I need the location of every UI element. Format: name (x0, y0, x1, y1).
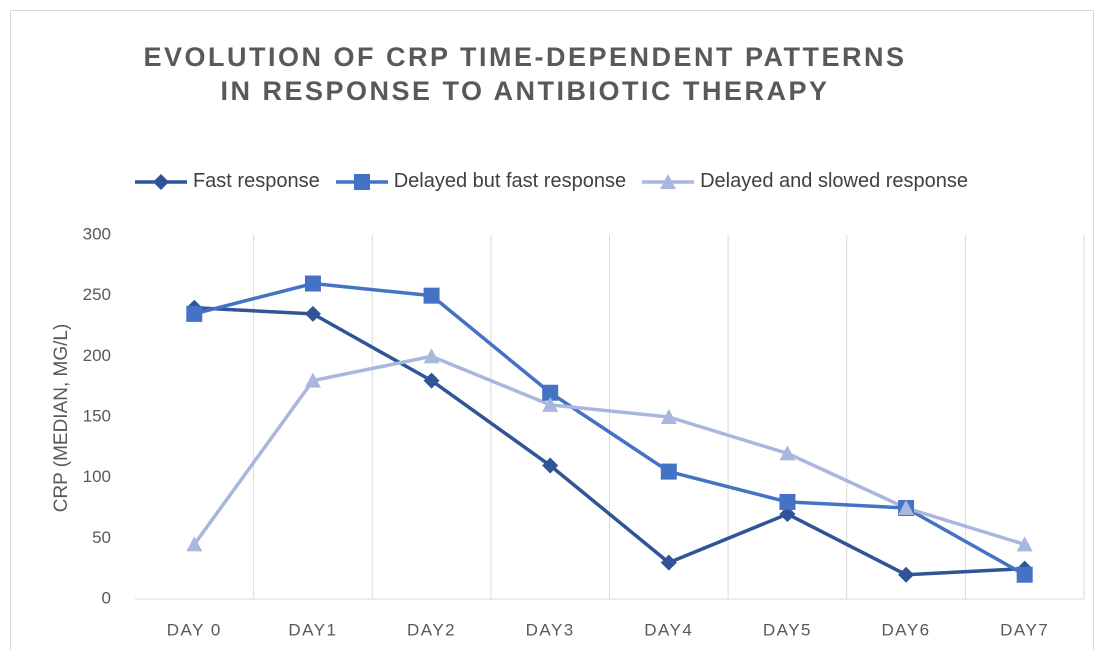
marker (542, 396, 559, 412)
legend-item: Fast response (133, 170, 320, 193)
x-tick-label: DAY5 (763, 620, 812, 639)
legend-label: Fast response (192, 170, 320, 192)
x-tick-label: DAY4 (644, 620, 693, 639)
legend-label: Delayed but fast response (393, 170, 627, 192)
y-tick-label: 200 (83, 346, 111, 365)
marker (152, 173, 169, 190)
y-tick-label: 250 (83, 285, 111, 304)
series-line (194, 306, 1025, 577)
x-tick-label: DAY 0 (167, 620, 222, 639)
marker (423, 372, 440, 389)
marker (304, 372, 321, 388)
marker (660, 463, 677, 480)
marker (1016, 536, 1033, 552)
marker (353, 173, 370, 190)
marker (898, 566, 915, 583)
marker (186, 305, 203, 322)
legend: Fast response Delayed but fast response De… (0, 170, 1101, 193)
y-tick-label: 50 (92, 528, 111, 547)
x-tick-label: DAY2 (407, 620, 456, 639)
marker (660, 409, 677, 424)
marker (542, 384, 559, 401)
y-tick-label: 300 (83, 224, 111, 243)
y-tick-label: 150 (83, 406, 111, 425)
legend-swatch (642, 173, 695, 189)
y-tick-label: 0 (102, 588, 111, 607)
marker (660, 554, 677, 571)
y-tick-label: 100 (83, 467, 111, 486)
legend-swatch (335, 173, 388, 190)
series-line (192, 354, 1026, 547)
x-tick-label: DAY3 (526, 620, 575, 639)
chart-title: EVOLUTION OF CRP TIME-DEPENDENT PATTERNS… (143, 42, 907, 106)
legend-item: Delayed but fast response (334, 170, 626, 193)
legend-item: Delayed and slowed response (640, 170, 968, 193)
marker (779, 445, 796, 461)
marker (1016, 566, 1033, 583)
marker (304, 305, 321, 322)
x-tick-label: DAY7 (1000, 620, 1049, 639)
y-axis-label: CRP (MEDIAN, MG/L) (51, 324, 72, 513)
x-tick-label: DAY1 (288, 620, 337, 639)
marker (779, 506, 796, 523)
x-tick-label: DAY6 (881, 620, 930, 639)
marker (423, 287, 440, 304)
marker (898, 500, 915, 515)
marker (423, 348, 440, 364)
legend-swatch (134, 173, 187, 190)
series-line (193, 281, 1026, 577)
marker (304, 275, 321, 292)
legend-label: Delayed and slowed response (700, 170, 969, 192)
marker (779, 493, 796, 510)
chart-frame (10, 10, 1094, 650)
marker (660, 173, 677, 189)
marker (542, 457, 559, 474)
marker (186, 536, 203, 552)
